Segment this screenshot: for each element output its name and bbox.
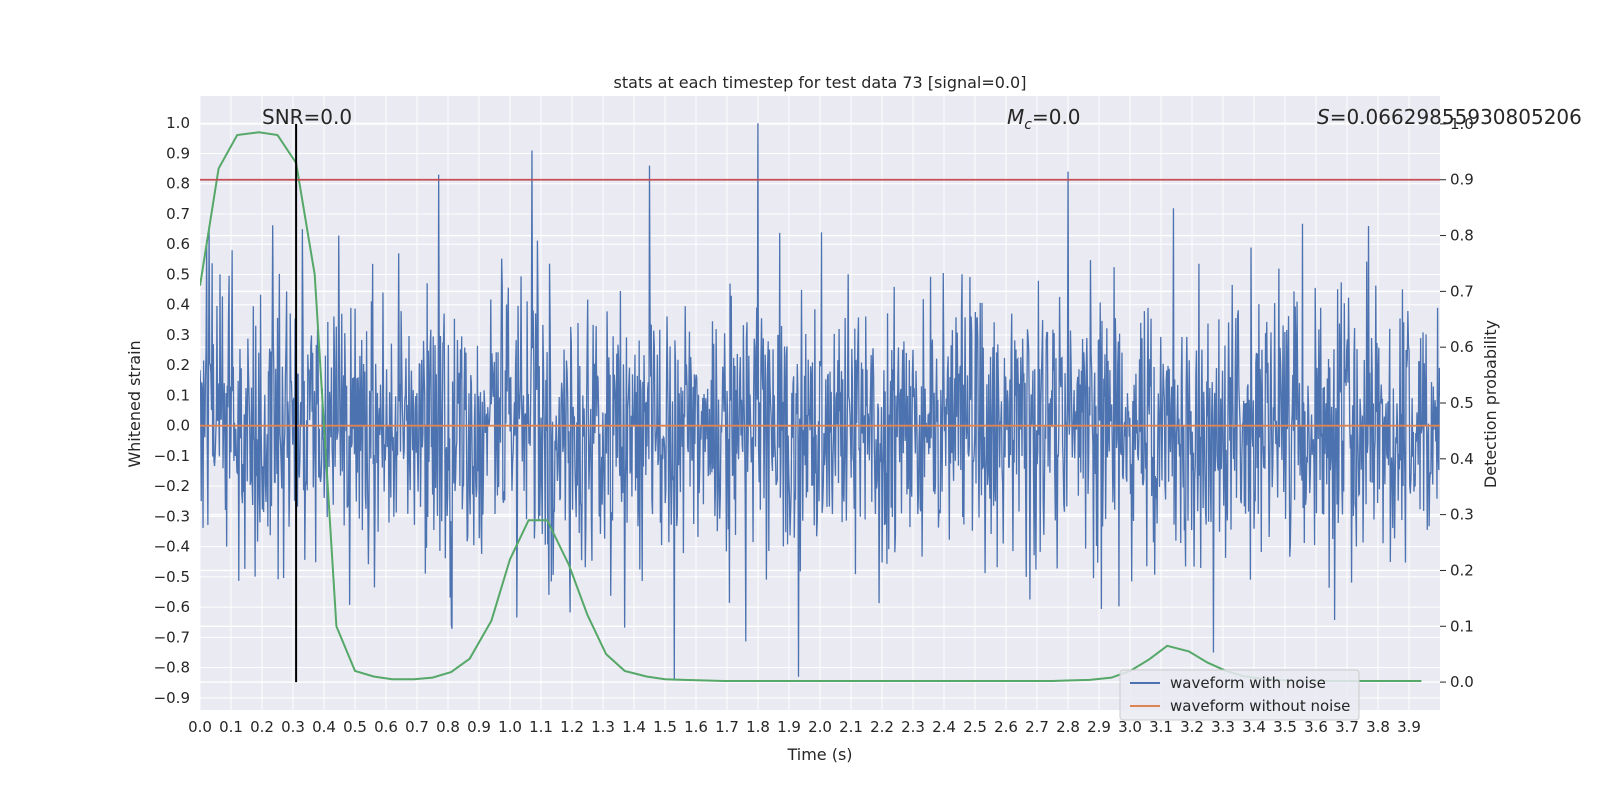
x-tick-label: 2.9 (1087, 718, 1111, 736)
x-tick-label: 0.9 (467, 718, 491, 736)
y2-tick-label: 0.3 (1450, 506, 1474, 524)
chirp-mass-annotation: Mc=0.0 (1007, 105, 1081, 133)
x-tick-label: 1.1 (529, 718, 553, 736)
x-tick-label: 0.5 (343, 718, 367, 736)
series-waveform-with-noise (200, 123, 1440, 680)
y-tick-label: −0.6 (154, 598, 190, 616)
x-tick-label: 1.3 (591, 718, 615, 736)
y-tick-label: −0.9 (154, 689, 190, 707)
y-tick-label: 0.3 (166, 326, 190, 344)
y-tick-label: 0.1 (166, 386, 190, 404)
y-tick-label: 0.7 (166, 205, 190, 223)
y-tick-label: −0.7 (154, 628, 190, 646)
x-tick-label: 3.8 (1366, 718, 1390, 736)
x-tick-label: 2.7 (1025, 718, 1049, 736)
y-tick-label: 0.4 (166, 296, 190, 314)
x-tick-label: 2.5 (963, 718, 987, 736)
x-tick-label: 0.3 (281, 718, 305, 736)
y2-tick-label: 0.4 (1450, 450, 1474, 468)
x-tick-label: 3.9 (1397, 718, 1421, 736)
x-tick-label: 0.8 (436, 718, 460, 736)
x-tick-label: 2.8 (1056, 718, 1080, 736)
x-tick-label: 2.2 (870, 718, 894, 736)
y2-tick-label: 0.0 (1450, 673, 1474, 691)
x-tick-label: 2.0 (808, 718, 832, 736)
x-tick-label: 3.3 (1211, 718, 1235, 736)
y-tick-label: 1.0 (166, 114, 190, 132)
y-tick-label: −0.2 (154, 477, 190, 495)
x-tick-label: 1.6 (684, 718, 708, 736)
y2-tick-label: 0.1 (1450, 617, 1474, 635)
x-tick-label: 3.1 (1149, 718, 1173, 736)
x-tick-label: 3.6 (1304, 718, 1328, 736)
y-tick-label: −0.8 (154, 659, 190, 677)
y-tick-label: −0.3 (154, 507, 190, 525)
x-tick-label: 1.9 (777, 718, 801, 736)
y2-tick-labels: 0.0 0.1 0.2 0.3 0.4 0.5 0.6 0.7 0.8 0.9 1.0 (1440, 115, 1474, 691)
mc-subscript: c (1024, 117, 1032, 133)
x-tick-label: 1.5 (653, 718, 677, 736)
chart-title: stats at each timestep for test data 73 … (614, 73, 1027, 92)
y-tick-label: −0.5 (154, 568, 190, 586)
y2-tick-label: 0.7 (1450, 282, 1474, 300)
y2-axis-label: Detection probability (1481, 320, 1500, 488)
x-tick-label: 0.4 (312, 718, 336, 736)
s-value: =0.06629855930805206 (1330, 105, 1582, 129)
mc-symbol: M (1007, 105, 1024, 129)
legend-box (1119, 669, 1360, 721)
x-tick-label: 3.7 (1335, 718, 1359, 736)
x-tick-label: 0.0 (188, 718, 212, 736)
x-tick-label: 1.4 (622, 718, 646, 736)
y-axis-label: Whitened strain (125, 340, 144, 467)
x-tick-labels: 0.0 0.1 0.2 0.3 0.4 0.5 0.6 0.7 0.8 0.9 1.0 1.1 1.2 1… (188, 718, 1421, 736)
x-tick-label: 0.7 (405, 718, 429, 736)
legend-label-noise: waveform with noise (1170, 674, 1326, 692)
x-tick-label: 1.7 (715, 718, 739, 736)
y2-tick-label: 0.6 (1450, 338, 1474, 356)
y-tick-labels: −0.9 −0.8 −0.7 −0.6 −0.5 −0.4 −0.3 −0.2 −0.1 0.0 0… (154, 114, 190, 707)
y-tick-label: 0.0 (166, 417, 190, 435)
plot-area (200, 123, 1440, 682)
x-tick-label: 2.1 (839, 718, 863, 736)
mc-value: =0.0 (1032, 105, 1081, 129)
y2-tick-label: 0.9 (1450, 171, 1474, 189)
y2-tick-label: 0.5 (1450, 394, 1474, 412)
x-tick-label: 3.4 (1242, 718, 1266, 736)
y-tick-label: 0.6 (166, 235, 190, 253)
y2-tick-label: 1.0 (1450, 115, 1474, 133)
x-tick-label: 0.2 (250, 718, 274, 736)
y-tick-label: 0.8 (166, 175, 190, 193)
y-tick-label: 0.5 (166, 265, 190, 283)
x-tick-label: 1.0 (498, 718, 522, 736)
x-tick-label: 0.1 (219, 718, 243, 736)
y-tick-label: 0.2 (166, 356, 190, 374)
x-tick-label: 2.3 (901, 718, 925, 736)
y-tick-label: 0.9 (166, 144, 190, 162)
x-tick-label: 0.6 (374, 718, 398, 736)
legend-label-clean: waveform without noise (1170, 697, 1350, 715)
y2-tick-label: 0.8 (1450, 227, 1474, 245)
legend: waveform with noise waveform without noi… (1119, 669, 1360, 721)
s-symbol: S (1317, 105, 1330, 129)
x-tick-label: 3.0 (1118, 718, 1142, 736)
y-tick-label: −0.1 (154, 447, 190, 465)
x-axis-label: Time (s) (786, 745, 852, 764)
y2-tick-label: 0.2 (1450, 561, 1474, 579)
score-annotation: S=0.06629855930805206 (1317, 105, 1582, 129)
x-tick-label: 1.2 (560, 718, 584, 736)
x-tick-label: 1.8 (746, 718, 770, 736)
snr-annotation: SNR=0.0 (262, 105, 352, 129)
x-tick-label: 2.6 (994, 718, 1018, 736)
series-detection-probability (200, 131, 1422, 682)
x-tick-label: 3.2 (1180, 718, 1204, 736)
x-tick-label: 3.5 (1273, 718, 1297, 736)
x-tick-label: 2.4 (932, 718, 956, 736)
y-tick-label: −0.4 (154, 538, 190, 556)
